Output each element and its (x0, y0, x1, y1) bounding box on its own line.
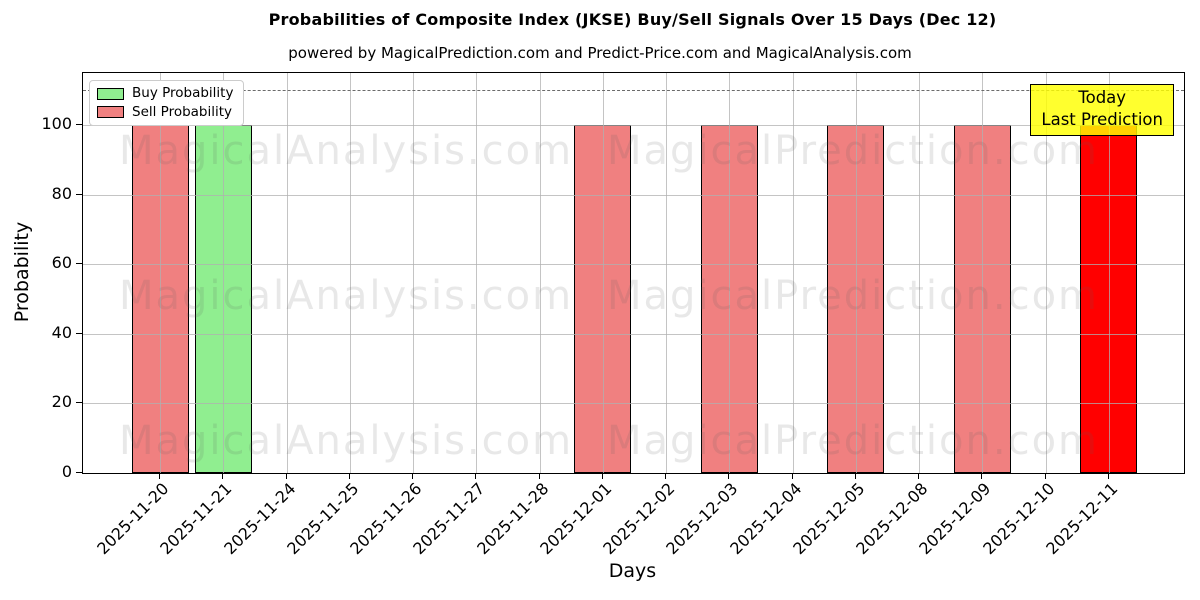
x-tick-mark (159, 473, 160, 479)
chart-title: Probabilities of Composite Index (JKSE) … (268, 10, 997, 29)
watermark-analysis: MagicalAnalysis.com (118, 273, 574, 319)
sell-swatch-icon (97, 106, 124, 119)
watermark-analysis: MagicalAnalysis.com (118, 128, 574, 174)
horizontal-gridline (83, 403, 1184, 405)
vertical-gridline (349, 73, 351, 473)
vertical-gridline (792, 73, 794, 473)
x-tick-mark (854, 473, 856, 479)
legend: Buy Probability Sell Probability (89, 80, 245, 126)
y-tick-mark (76, 332, 82, 334)
y-tick-mark (76, 124, 82, 126)
horizontal-gridline (83, 125, 1184, 127)
x-tick-mark (918, 473, 919, 479)
x-tick-mark (348, 473, 350, 479)
y-tick-label: 20 (51, 392, 72, 412)
buy-swatch-icon (97, 87, 124, 100)
vertical-gridline (919, 73, 920, 473)
vertical-gridline (1045, 73, 1047, 473)
horizontal-gridline (83, 194, 1184, 196)
today-annotation: Today Last Prediction (1030, 84, 1174, 136)
x-tick-mark (665, 473, 666, 479)
vertical-gridline (476, 73, 478, 473)
horizontal-gridline (83, 264, 1184, 266)
x-tick-mark (601, 473, 603, 479)
y-axis-label: Probability (11, 221, 33, 323)
watermark-prediction: MagicalPrediction.com (607, 418, 1099, 464)
legend-label-buy: Buy Probability (132, 85, 234, 101)
x-tick-mark (791, 473, 793, 479)
x-axis-label: Days (608, 560, 657, 582)
horizontal-gridline (83, 333, 1184, 335)
annotation-line-1: Today (1078, 88, 1127, 107)
vertical-gridline (982, 73, 984, 473)
y-tick-label: 40 (51, 322, 72, 342)
plot-area: MagicalAnalysis.com MagicalPrediction.co… (82, 72, 1185, 474)
watermark-prediction: MagicalPrediction.com (607, 128, 1099, 174)
x-tick-mark (538, 473, 540, 479)
annotation-line-2: Last Prediction (1041, 109, 1163, 129)
threshold-dashed-line (83, 90, 1184, 92)
vertical-gridline (602, 73, 604, 473)
x-tick-mark (1107, 473, 1109, 479)
y-tick-mark (76, 402, 82, 404)
watermark-prediction: MagicalPrediction.com (607, 273, 1099, 319)
vertical-gridline (160, 73, 161, 473)
legend-item-buy: Buy Probability (97, 85, 234, 101)
vertical-gridline (539, 73, 541, 473)
x-tick-mark (475, 473, 477, 479)
legend-label-sell: Sell Probability (132, 103, 233, 120)
vertical-gridline (223, 73, 225, 473)
y-tick-label: 0 (61, 462, 72, 481)
vertical-gridline (666, 73, 667, 473)
x-tick-mark (412, 473, 413, 479)
chart-subtitle: powered by MagicalPrediction.com and Pre… (288, 44, 912, 62)
x-tick-mark (222, 473, 224, 479)
y-tick-mark (76, 472, 82, 473)
y-tick-label: 80 (51, 183, 72, 203)
y-tick-label: 60 (51, 253, 72, 273)
vertical-gridline (1108, 73, 1110, 473)
y-tick-label: 100 (41, 114, 72, 134)
watermark-analysis: MagicalAnalysis.com (118, 418, 574, 464)
x-tick-mark (1044, 473, 1046, 479)
x-tick-mark (981, 473, 983, 479)
y-tick-mark (76, 263, 82, 265)
vertical-gridline (413, 73, 414, 473)
x-tick-mark (285, 473, 287, 479)
legend-item-sell: Sell Probability (97, 103, 233, 120)
y-tick-mark (76, 193, 82, 195)
x-tick-mark (728, 473, 730, 479)
vertical-gridline (855, 73, 857, 473)
vertical-gridline (286, 73, 288, 473)
vertical-gridline (729, 73, 731, 473)
